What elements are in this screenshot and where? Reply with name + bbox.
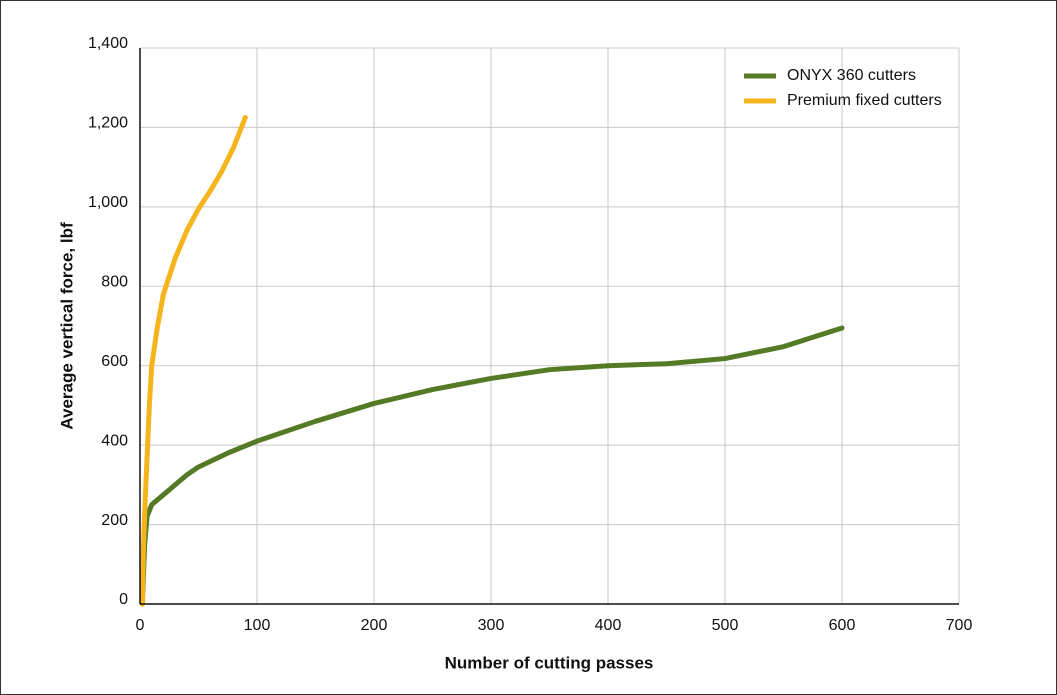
- x-tick-label: 0: [136, 617, 145, 634]
- x-tick-label: 600: [829, 617, 856, 634]
- x-axis-title: Number of cutting passes: [445, 653, 654, 672]
- x-tick-label: 300: [478, 617, 505, 634]
- y-tick-label: 600: [101, 353, 128, 370]
- x-tick-label: 200: [361, 617, 388, 634]
- y-tick-label: 1,400: [88, 35, 128, 52]
- y-tick-label: 200: [101, 512, 128, 529]
- x-tick-label: 400: [595, 617, 622, 634]
- series-line: [139, 115, 248, 607]
- foreground: 0 200 400 600 800 1,000 1,200 1,400 0 100 200 300 40…: [88, 35, 972, 634]
- x-tick-label: 500: [712, 617, 739, 634]
- lines: [139, 115, 845, 607]
- y-axis-title: Average vertical force, lbf: [57, 222, 76, 430]
- y-tick-label: 0: [119, 591, 128, 608]
- y-tick-label: 1,000: [88, 194, 128, 211]
- legend-label: ONYX 360 cutters: [787, 67, 916, 84]
- legend-label: Premium fixed cutters: [787, 92, 942, 109]
- x-tick-label: 100: [244, 617, 271, 634]
- y-tick-label: 400: [101, 432, 128, 449]
- series-line: [139, 325, 845, 607]
- x-tick-label: 700: [946, 617, 973, 634]
- y-tick-label: 800: [101, 274, 128, 291]
- y-tick-label: 1,200: [88, 115, 128, 132]
